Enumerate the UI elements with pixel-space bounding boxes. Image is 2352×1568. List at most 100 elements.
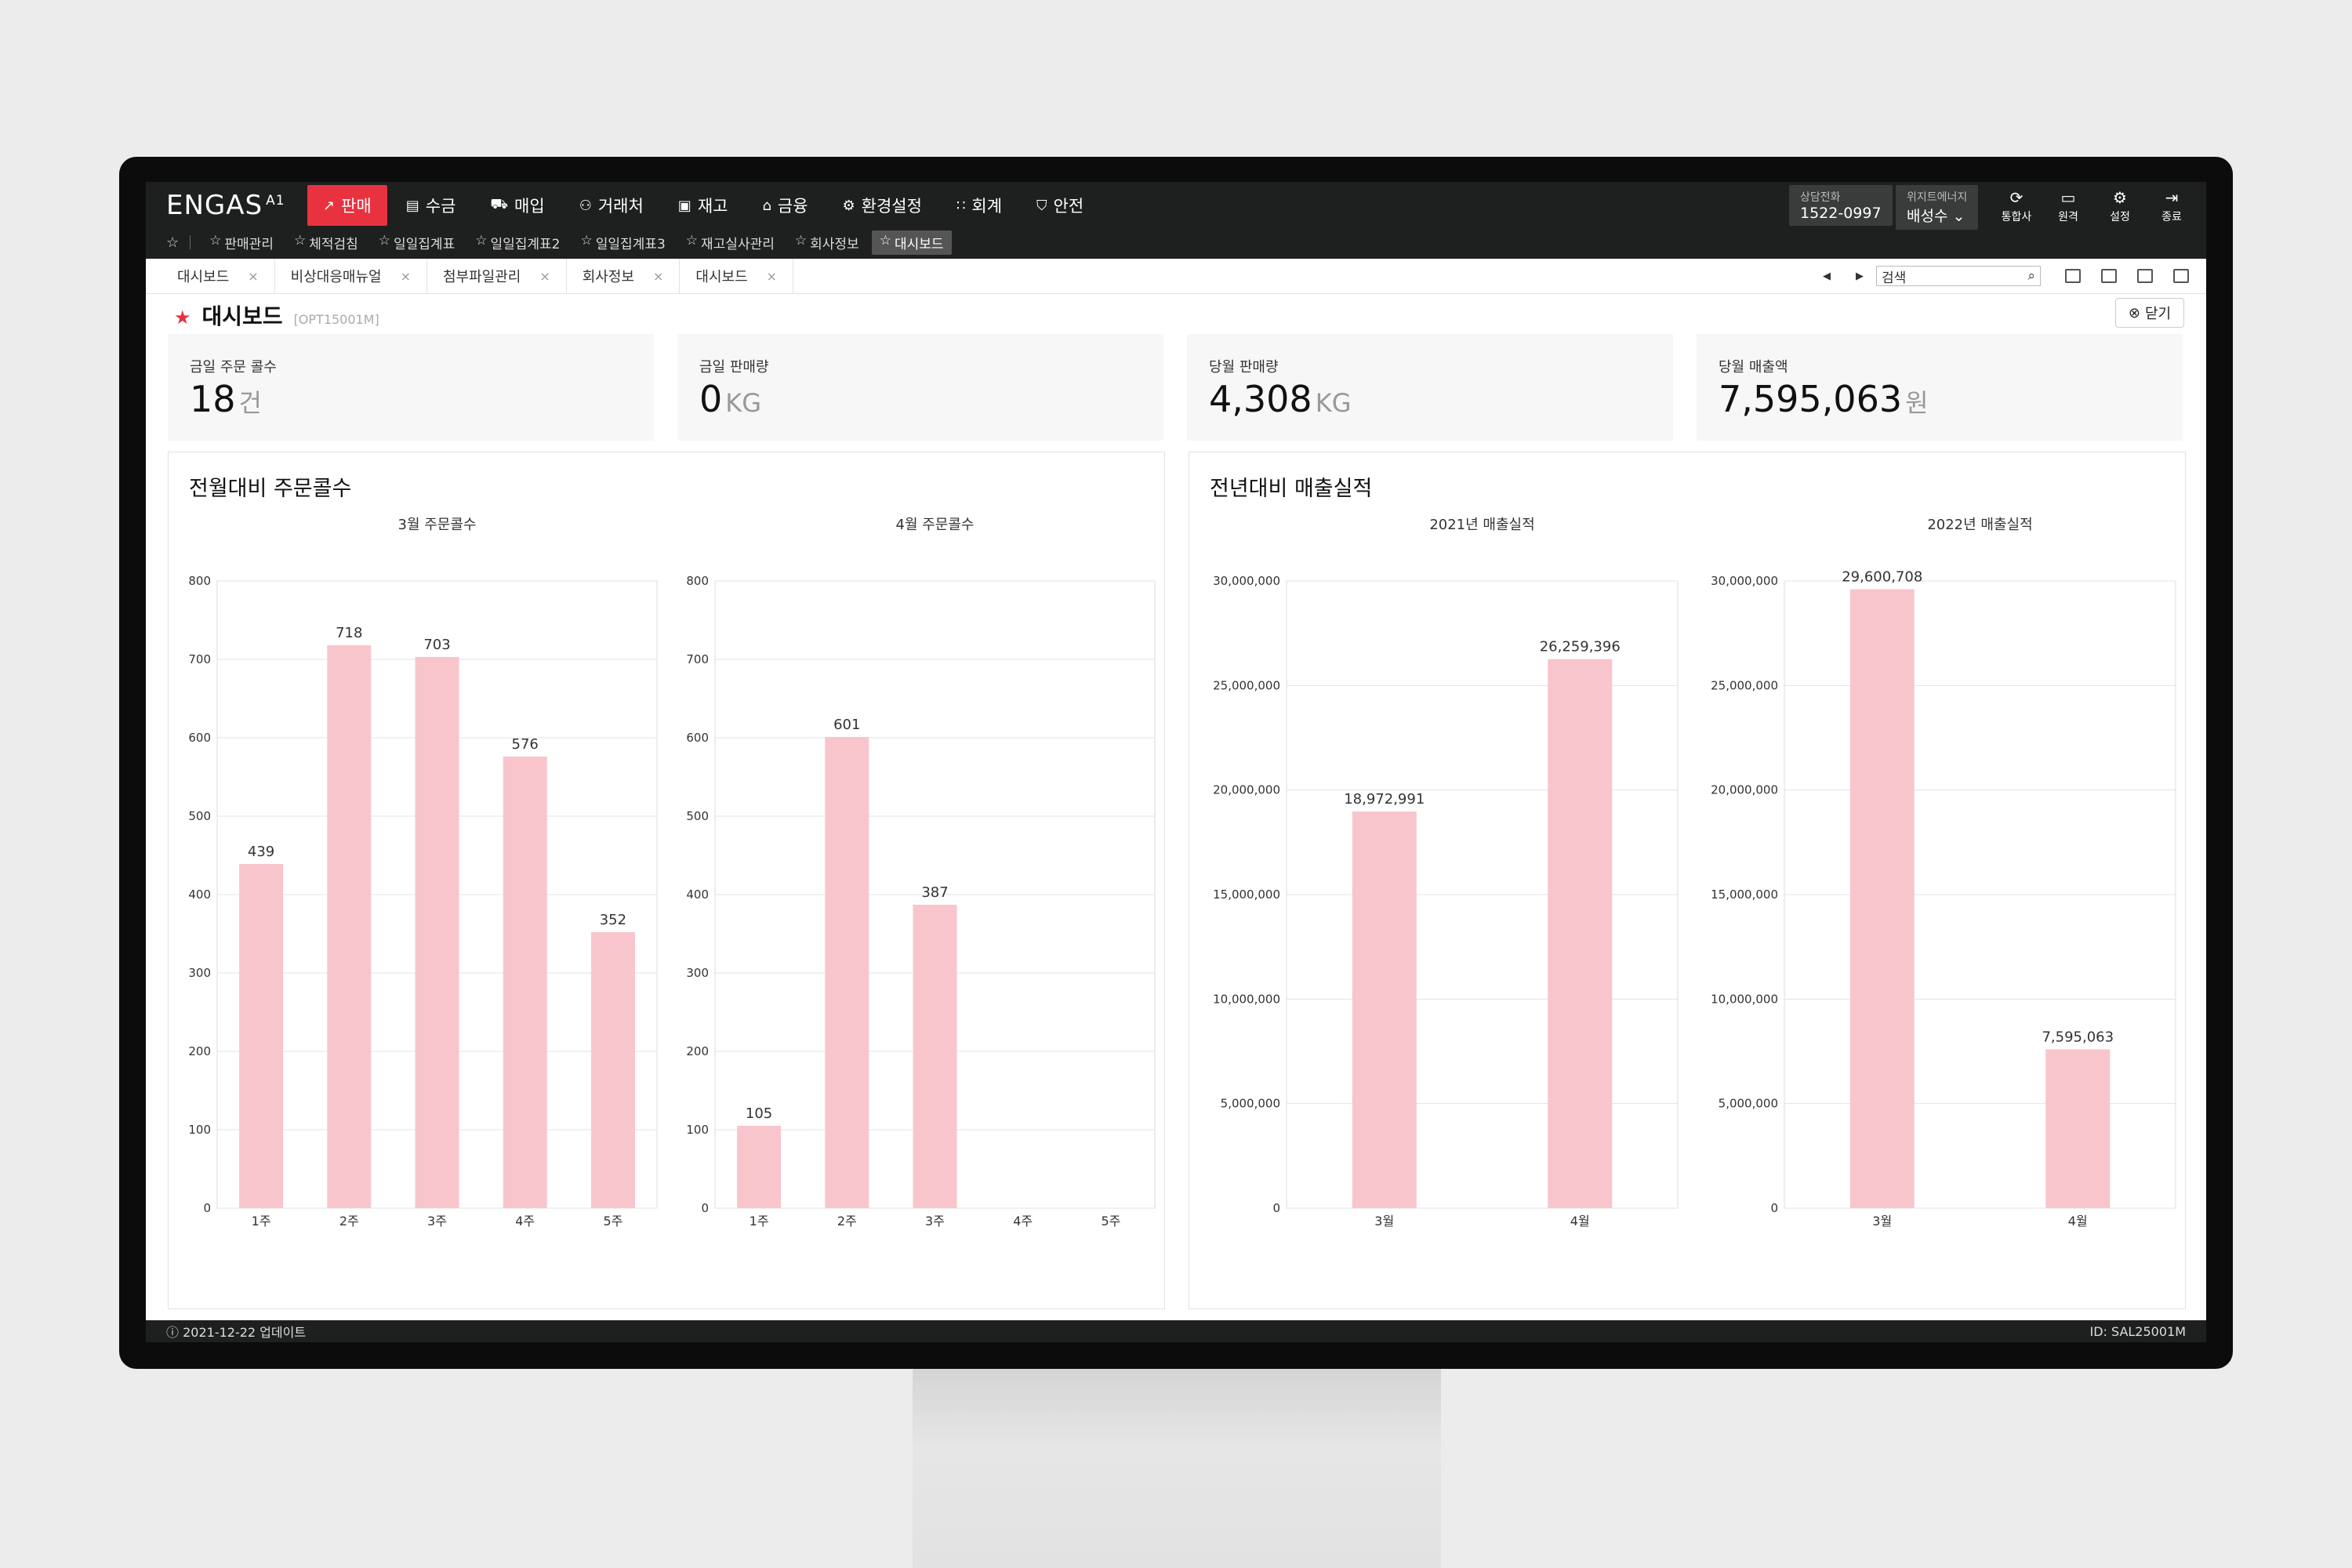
close-button[interactable]: ⊗ 닫기 xyxy=(2115,298,2184,328)
status-bar: ⓘ 2021-12-22 업데이트 ID: SAL25001M xyxy=(146,1320,2206,1342)
favorite-item-1[interactable]: ☆ 체적검침 xyxy=(286,230,366,255)
menu-item-7[interactable]: ∷ 회계 xyxy=(941,185,1018,226)
maximize-icon[interactable] xyxy=(2101,269,2117,283)
tab-close-icon[interactable]: × xyxy=(539,268,550,284)
favorite-item-4[interactable]: ☆ 일일집계표3 xyxy=(573,230,673,255)
bar[interactable] xyxy=(2045,1049,2111,1208)
x-tick-label: 4월 xyxy=(1570,1214,1590,1229)
menu-item-8[interactable]: ⛉ 안전 xyxy=(1021,185,1099,226)
favorite-item-6[interactable]: ☆ 회사정보 xyxy=(787,230,867,255)
bar-value-label: 703 xyxy=(423,637,450,653)
tab-0[interactable]: 대시보드 × xyxy=(146,259,275,293)
y-tick-label: 30,000,000 xyxy=(1213,574,1280,588)
bar[interactable] xyxy=(590,932,635,1208)
logo-text: ENGAS xyxy=(166,190,263,221)
menu-item-4[interactable]: ▣ 재고 xyxy=(662,185,744,226)
menu-item-1[interactable]: ▤ 수금 xyxy=(390,185,472,226)
bar[interactable] xyxy=(737,1126,782,1208)
favorite-item-7[interactable]: ☆ 대시보드 xyxy=(871,230,952,255)
chart-title: 2021년 매출실적 xyxy=(1429,517,1534,533)
kpi-label: 금일 주문 콜수 xyxy=(190,359,277,376)
bar[interactable] xyxy=(1548,659,1613,1208)
y-tick-label: 30,000,000 xyxy=(1711,574,1778,588)
tool-button-2[interactable]: ⚙ 설정 xyxy=(2096,188,2143,224)
info-icon: ⓘ xyxy=(166,1325,180,1340)
page-code: [OPT15001M] xyxy=(293,312,379,327)
tab-3[interactable]: 회사정보 × xyxy=(567,259,681,293)
bar[interactable] xyxy=(239,864,284,1208)
kpi-card-2: 당월 판매량 4,308 KG xyxy=(1187,334,1673,441)
menu-item-3[interactable]: ⚇ 거래처 xyxy=(564,185,659,226)
contact-label: 상담전화 xyxy=(1800,191,1841,204)
tab-label: 대시보드 xyxy=(695,269,748,285)
star-outline-icon: ☆ xyxy=(378,232,391,249)
favorite-item-3[interactable]: ☆ 일일집계표2 xyxy=(467,230,568,255)
bar[interactable] xyxy=(825,737,869,1208)
restore-icon[interactable] xyxy=(2137,269,2153,283)
y-tick-label: 5,000,000 xyxy=(1719,1097,1778,1111)
menu-item-6[interactable]: ⚙ 환경설정 xyxy=(827,185,938,226)
bar[interactable] xyxy=(503,757,547,1208)
tab-close-icon[interactable]: × xyxy=(248,268,259,284)
bar[interactable] xyxy=(327,645,372,1208)
tab-next-icon[interactable]: ▶ xyxy=(1856,270,1864,282)
y-tick-label: 600 xyxy=(188,731,211,745)
tool-button-3[interactable]: ⇥ 종료 xyxy=(2148,188,2195,224)
new-window-icon[interactable] xyxy=(2173,269,2189,283)
kpi-card-3: 당월 매출액 7,595,063 원 xyxy=(1697,334,2183,441)
bar-value-label: 601 xyxy=(833,717,860,733)
star-outline-icon: ☆ xyxy=(580,232,593,249)
x-tick-label: 3월 xyxy=(1872,1214,1892,1229)
tab-prev-icon[interactable]: ◀ xyxy=(1823,270,1831,282)
tab-4[interactable]: 대시보드 × xyxy=(680,259,794,293)
favorite-item-2[interactable]: ☆ 일일집계표 xyxy=(371,230,463,255)
app-logo[interactable]: ENGAS A1 xyxy=(166,190,285,221)
tab-close-icon[interactable]: × xyxy=(653,268,664,284)
kpi-value: 4,308 xyxy=(1209,378,1312,420)
kpi-value-wrap: 7,595,063 원 xyxy=(1719,378,1929,420)
app-screen: ENGAS A1 ↗ 판매 ▤ 수금 ⛟ 매입 ⚇ 거래처 ▣ 재고 ⌂ 금융 ⚙ 환경설정 ∷ 회계 ⛉ 안전 ☆… xyxy=(146,182,2206,1342)
bar[interactable] xyxy=(913,905,957,1208)
bar[interactable] xyxy=(1352,811,1417,1208)
menu-item-0[interactable]: ↗ 판매 xyxy=(307,185,387,226)
popout-icon[interactable] xyxy=(2065,269,2081,283)
close-circle-icon: ⊗ xyxy=(2128,304,2140,321)
favorite-item-0[interactable]: ☆ 판매관리 xyxy=(201,230,281,255)
x-tick-label: 3주 xyxy=(925,1214,945,1229)
bar[interactable] xyxy=(415,657,459,1208)
menu-item-5[interactable]: ⌂ 금융 xyxy=(746,185,823,226)
star-outline-icon: ☆ xyxy=(794,232,808,249)
gear-icon: ⚙ xyxy=(842,197,855,214)
remote-icon: ▭ xyxy=(2060,188,2076,207)
favorites-bar: ☆ ☆ 판매관리 ☆ 체적검침 ☆ 일일집계표 ☆ 일일집계표2 ☆ 일일집계표3 ☆ 재고실사관리 ☆… xyxy=(166,229,956,256)
panel-title: 전월대비 주문콜수 xyxy=(189,477,352,501)
x-tick-label: 5주 xyxy=(1101,1214,1120,1229)
tab-close-icon[interactable]: × xyxy=(766,268,778,284)
favorite-star-icon[interactable]: ★ xyxy=(174,307,191,328)
chart-april-orders: 4월 주문콜수 0 100 200 300 400 500 600 700 800 105 1주 601… xyxy=(686,517,1156,1229)
menu-item-2[interactable]: ⛟ 매입 xyxy=(474,185,560,226)
x-tick-label: 5주 xyxy=(603,1214,622,1229)
company-selector[interactable]: 위지트에너지 배성수 ⌄ xyxy=(1896,185,1979,230)
y-tick-label: 10,000,000 xyxy=(1711,992,1778,1006)
search-input[interactable]: 검색 ⌕ xyxy=(1876,266,2041,286)
y-tick-label: 0 xyxy=(1770,1201,1778,1215)
panel-title: 전년대비 매출실적 xyxy=(1210,477,1373,501)
tool-label: 설정 xyxy=(2110,211,2130,223)
kpi-card-1: 금일 판매량 0 KG xyxy=(677,334,1163,441)
bank-icon: ⌂ xyxy=(762,197,771,214)
bar[interactable] xyxy=(1849,589,1915,1208)
favorites-star-icon[interactable]: ☆ xyxy=(166,234,180,251)
favorite-item-5[interactable]: ☆ 재고실사관리 xyxy=(678,230,782,255)
search-icon: ⌕ xyxy=(2027,268,2035,284)
tab-1[interactable]: 비상대응매뉴얼 × xyxy=(275,259,427,293)
y-tick-label: 500 xyxy=(686,809,709,823)
tab-2[interactable]: 첨부파일관리 × xyxy=(427,259,567,293)
favorite-label: 체적검침 xyxy=(309,236,358,252)
tool-button-0[interactable]: ⟳ 통합사 xyxy=(1993,188,2040,224)
tool-button-1[interactable]: ▭ 원격 xyxy=(2045,188,2092,224)
y-tick-label: 300 xyxy=(686,966,709,980)
menu-label: 안전 xyxy=(1053,197,1084,216)
tab-close-icon[interactable]: × xyxy=(400,268,411,284)
kpi-label: 당월 판매량 xyxy=(1209,359,1279,376)
